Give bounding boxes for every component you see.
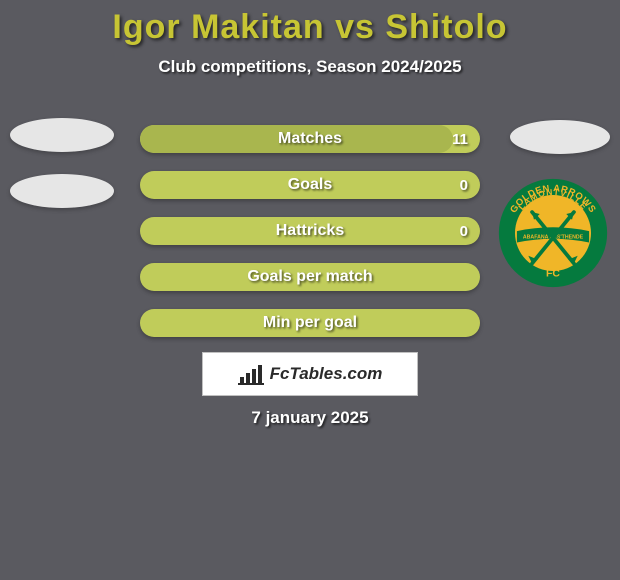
stat-label: Hattricks xyxy=(140,217,480,245)
stat-value: 0 xyxy=(460,217,468,245)
fctables-text: FcTables.com xyxy=(270,364,383,384)
stat-value: 0 xyxy=(460,171,468,199)
chart-icon xyxy=(238,363,264,385)
snapshot-date: 7 january 2025 xyxy=(0,408,620,428)
right-player-placeholder xyxy=(510,120,610,176)
stat-label: Goals per match xyxy=(140,263,480,291)
page-subtitle: Club competitions, Season 2024/2025 xyxy=(0,57,620,77)
stats-bars: Matches 11 Goals 0 Hattricks 0 Goals per… xyxy=(140,125,480,355)
ellipse-icon xyxy=(10,174,114,208)
left-player-placeholder xyxy=(10,118,114,230)
stat-value: 11 xyxy=(452,125,468,153)
page-title: Igor Makitan vs Shitolo xyxy=(0,0,620,47)
ellipse-icon xyxy=(510,120,610,154)
stat-row-goals: Goals 0 xyxy=(140,171,480,199)
stat-row-hattricks: Hattricks 0 xyxy=(140,217,480,245)
stat-label: Matches xyxy=(140,125,480,153)
stat-label: Goals xyxy=(140,171,480,199)
ellipse-icon xyxy=(10,118,114,152)
stat-row-matches: Matches 11 xyxy=(140,125,480,153)
fctables-branding: FcTables.com xyxy=(202,352,418,396)
stat-row-goals-per-match: Goals per match xyxy=(140,263,480,291)
club-logo-golden-arrows: LAMONTVILLE GOLDEN ARROWS ABAFANA BES'TH… xyxy=(496,176,610,290)
stat-label: Min per goal xyxy=(140,309,480,337)
svg-text:FC: FC xyxy=(546,269,560,280)
stat-row-min-per-goal: Min per goal xyxy=(140,309,480,337)
